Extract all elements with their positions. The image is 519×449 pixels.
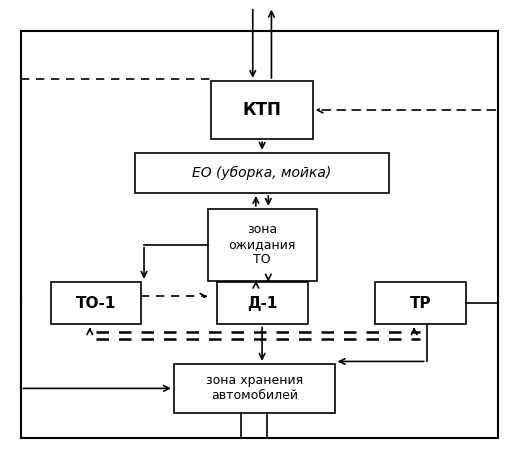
Text: зона
ожидания
ТО: зона ожидания ТО bbox=[228, 223, 296, 266]
Bar bbox=[212, 81, 312, 139]
Text: ЕО (уборка, мойка): ЕО (уборка, мойка) bbox=[193, 166, 332, 180]
Text: ТР: ТР bbox=[409, 295, 431, 311]
Bar bbox=[135, 153, 389, 193]
Text: ТО-1: ТО-1 bbox=[76, 295, 116, 311]
Text: зона хранения
автомобилей: зона хранения автомобилей bbox=[206, 374, 303, 402]
Bar bbox=[174, 364, 335, 413]
Bar bbox=[51, 282, 141, 324]
Bar bbox=[208, 209, 317, 281]
Bar bbox=[217, 282, 308, 324]
Bar bbox=[375, 282, 466, 324]
Text: Д-1: Д-1 bbox=[247, 295, 277, 311]
Text: КТП: КТП bbox=[243, 101, 281, 119]
